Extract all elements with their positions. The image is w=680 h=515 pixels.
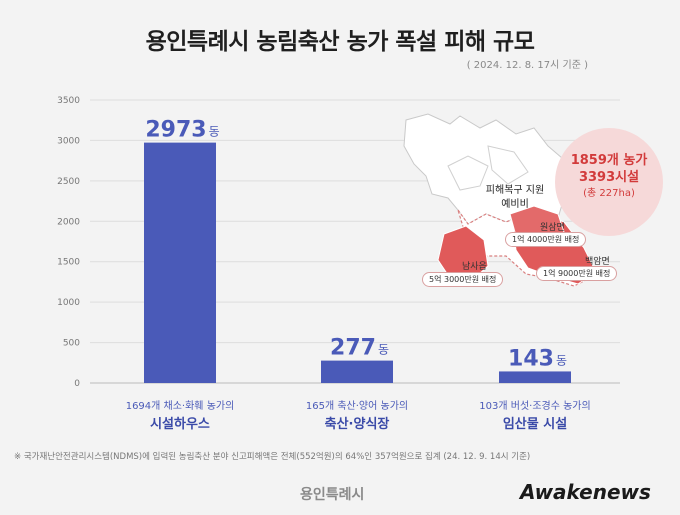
region-amount-wonsam: 1억 4000만원 배정 xyxy=(505,232,587,247)
bar xyxy=(144,142,216,383)
category-label: 임산물 시설 xyxy=(503,416,567,432)
y-tick-label: 1000 xyxy=(57,298,80,308)
region-name-namsa: 남사읍 xyxy=(462,262,487,272)
category-label: 축산·양식장 xyxy=(325,416,390,432)
bar-value-label: 277 xyxy=(330,336,376,361)
y-tick-label: 2000 xyxy=(57,217,80,227)
region-amount-baekam: 1억 9000만원 배정 xyxy=(536,266,618,281)
bar-value-label: 2973 xyxy=(145,118,206,143)
category-label: 시설하우스 xyxy=(150,416,210,432)
bar-value-label: 143 xyxy=(508,346,554,371)
bar-unit-label: 동 xyxy=(209,125,220,139)
region-name-wonsam: 원삼면 xyxy=(540,223,565,233)
bar-unit-label: 동 xyxy=(378,343,389,357)
city-logo: 용인특례시 xyxy=(300,487,365,503)
badge-area: (총 227ha) xyxy=(583,188,635,199)
y-tick-label: 1500 xyxy=(57,258,80,268)
map-district-line xyxy=(487,145,529,185)
map-title: 피해복구 지원 예비비 xyxy=(485,185,545,210)
damage-summary-badge: 1859개 농가 3393시설 (총 227ha) xyxy=(555,128,663,236)
bar xyxy=(499,371,571,383)
bar xyxy=(321,360,393,383)
map-district-line xyxy=(447,155,489,191)
region-amount-namsa: 5억 3000만원 배정 xyxy=(422,272,504,287)
category-subtitle: 103개 버섯·조경수 농가의 xyxy=(479,399,590,412)
category-subtitle: 165개 축산·양어 농가의 xyxy=(306,400,408,412)
category-subtitle: 1694개 채소·화훼 농가의 xyxy=(126,400,235,412)
y-tick-label: 3000 xyxy=(57,136,80,146)
bar-unit-label: 동 xyxy=(556,353,567,367)
footnote: ※ 국가재난안전관리시스템(NDMS)에 입력된 농림축산 분야 신고피해액은 … xyxy=(14,452,531,462)
y-tick-label: 0 xyxy=(74,379,80,389)
page-title: 용인특례시 농림축산 농가 폭설 피해 규모 xyxy=(145,29,535,55)
region-name-baekam: 백암면 xyxy=(585,257,610,267)
watermark-logo: Awakenews xyxy=(520,480,651,504)
badge-farms: 1859개 농가 xyxy=(570,153,648,168)
y-tick-label: 500 xyxy=(63,339,80,349)
y-tick-label: 2500 xyxy=(57,177,80,187)
y-tick-label: 3500 xyxy=(57,96,80,106)
badge-facilities: 3393시설 xyxy=(578,170,640,185)
date-note: ( 2024. 12. 8. 17시 기준 ) xyxy=(466,60,588,71)
